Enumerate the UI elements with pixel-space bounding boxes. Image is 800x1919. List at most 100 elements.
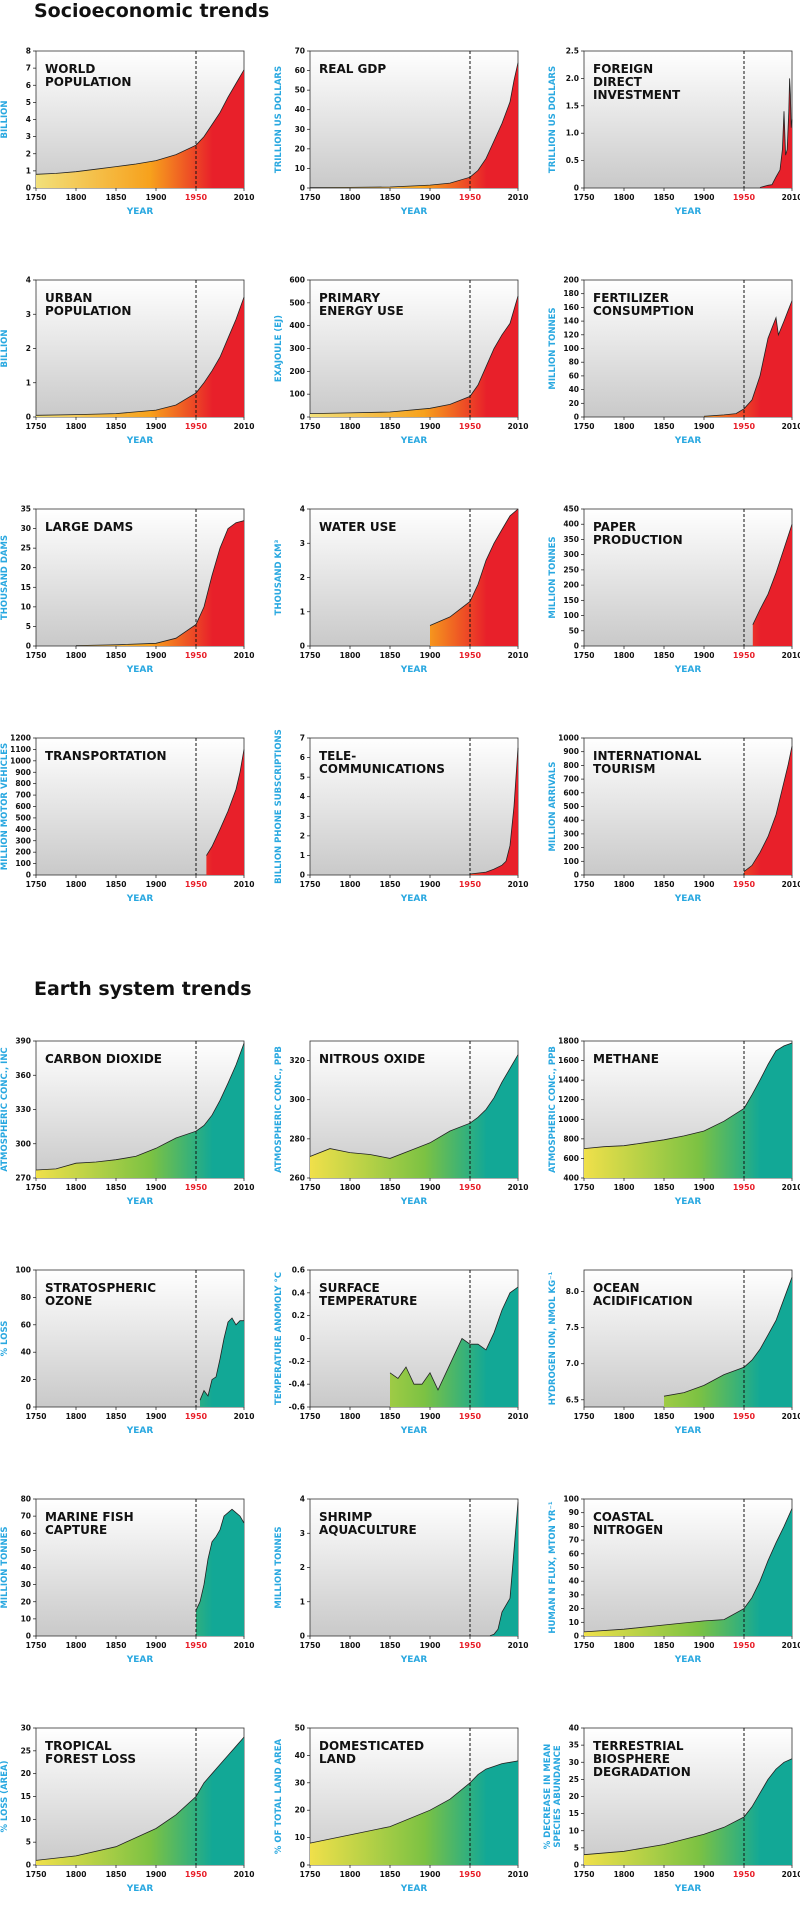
x-tick-label: 1950 [733, 1870, 756, 1879]
y-tick-label: 7.0 [566, 1359, 579, 1368]
x-tick-label: 1900 [146, 1870, 167, 1879]
y-tick-label: 200 [563, 276, 579, 285]
section-title-socioeconomic: Socioeconomic trends [34, 0, 270, 22]
y-axis-label: SPECIES ABUNDANCE [553, 1745, 563, 1848]
x-tick-label: 1950 [733, 651, 756, 660]
y-axis-label: % OF TOTAL LAND AREA [274, 1738, 284, 1854]
chart-title: POPULATION [45, 75, 131, 89]
chart-title: URBAN [45, 291, 92, 305]
x-tick-label: 1950 [733, 1412, 756, 1421]
y-tick-label: 1200 [558, 1095, 579, 1104]
chart-title: STRATOSPHERIC [45, 1281, 156, 1295]
plot-background [35, 1269, 245, 1408]
x-axis-label: YEAR [400, 1884, 428, 1894]
x-tick-label: 1750 [574, 1870, 595, 1879]
y-tick-label: 35 [569, 1741, 579, 1750]
chart-7: LARGE DAMS 0 5 10 15 20 25 30 35 1750 1800 1850 1900… [0, 505, 254, 676]
y-tick-label: 8 [26, 47, 31, 56]
y-tick-label: 60 [569, 371, 579, 380]
y-tick-label: 80 [21, 1293, 31, 1302]
y-tick-label: 60 [21, 1529, 31, 1538]
x-axis-label: YEAR [400, 1426, 428, 1436]
y-tick-label: 450 [563, 505, 579, 514]
y-axis-label: MILLION TONNES [548, 536, 558, 618]
chart-title: TELE- [319, 749, 356, 763]
y-tick-label: 40 [569, 385, 579, 394]
y-tick-label: 15 [569, 1809, 579, 1818]
y-tick-label: 120 [563, 330, 579, 339]
chart-title: CONSUMPTION [593, 304, 694, 318]
x-axis-label: YEAR [400, 1197, 428, 1207]
series-area [490, 1502, 518, 1636]
y-tick-label: 35 [21, 505, 31, 514]
plot-background [583, 50, 793, 189]
y-tick-label: 5 [574, 1843, 579, 1852]
x-tick-label: 1950 [185, 422, 208, 431]
chart-title: POPULATION [45, 304, 131, 318]
x-tick-label: 1750 [574, 651, 595, 660]
x-tick-label: 1750 [300, 1641, 321, 1650]
y-tick-label: 100 [15, 1266, 31, 1275]
y-tick-label: 40 [21, 1348, 31, 1357]
y-tick-label: 10 [569, 1618, 579, 1627]
y-tick-label: 5 [300, 773, 305, 782]
y-tick-label: 600 [289, 276, 305, 285]
x-tick-label: 1850 [106, 1412, 127, 1421]
y-tick-label: 300 [289, 344, 305, 353]
y-tick-label: 200 [563, 581, 579, 590]
chart-title: PAPER [593, 520, 636, 534]
y-tick-label: 300 [563, 829, 579, 838]
y-tick-label: 300 [15, 836, 31, 845]
x-tick-label: 1850 [380, 1412, 401, 1421]
x-tick-label: 1800 [614, 1412, 635, 1421]
x-tick-label: 1850 [654, 1183, 675, 1192]
x-tick-label: 2010 [508, 651, 529, 660]
y-axis-label: THOUSAND DAMS [0, 535, 10, 620]
chart-title: FOREIGN [593, 62, 653, 76]
y-tick-label: 600 [563, 788, 579, 797]
series-area [206, 749, 244, 875]
x-tick-label: 1800 [66, 1870, 87, 1879]
x-tick-label: 1950 [459, 1641, 482, 1650]
series-line [429, 508, 519, 626]
y-axis-label: ATMOSPHERIC CONC., PPB [274, 1046, 284, 1173]
x-tick-label: 2010 [508, 1412, 529, 1421]
y-tick-label: 0 [300, 642, 305, 651]
y-tick-label: 0 [26, 642, 31, 651]
y-tick-label: 50 [295, 1724, 305, 1733]
y-tick-label: 1 [300, 1597, 305, 1606]
y-tick-label: 1600 [558, 1056, 579, 1065]
x-tick-label: 2010 [234, 1641, 255, 1650]
chart-title: TERRESTRIAL [593, 1739, 684, 1753]
plot-background [309, 737, 519, 876]
y-tick-label: 0 [300, 1334, 305, 1343]
x-axis-label: YEAR [674, 894, 702, 904]
series-area [390, 1287, 518, 1407]
x-tick-label: 1750 [26, 422, 47, 431]
x-tick-label: 1900 [146, 880, 167, 889]
y-tick-label: 4 [300, 1495, 305, 1504]
x-tick-label: 1750 [574, 422, 595, 431]
x-tick-label: 1800 [340, 1870, 361, 1879]
x-axis-label: YEAR [400, 665, 428, 675]
y-tick-label: 3 [300, 539, 305, 548]
chart-title: NITROUS OXIDE [319, 1052, 425, 1066]
series-line [743, 746, 793, 872]
chart-title: OCEAN [593, 1281, 640, 1295]
x-tick-label: 2010 [234, 1870, 255, 1879]
x-tick-label: 1750 [300, 422, 321, 431]
x-tick-label: 1850 [106, 880, 127, 889]
x-tick-label: 1800 [614, 1870, 635, 1879]
x-tick-label: 1750 [26, 193, 47, 202]
x-tick-label: 1950 [733, 880, 756, 889]
y-axis-label: TRILLION US DOLLARS [548, 66, 558, 173]
x-tick-label: 1800 [340, 193, 361, 202]
x-tick-label: 1900 [146, 1412, 167, 1421]
